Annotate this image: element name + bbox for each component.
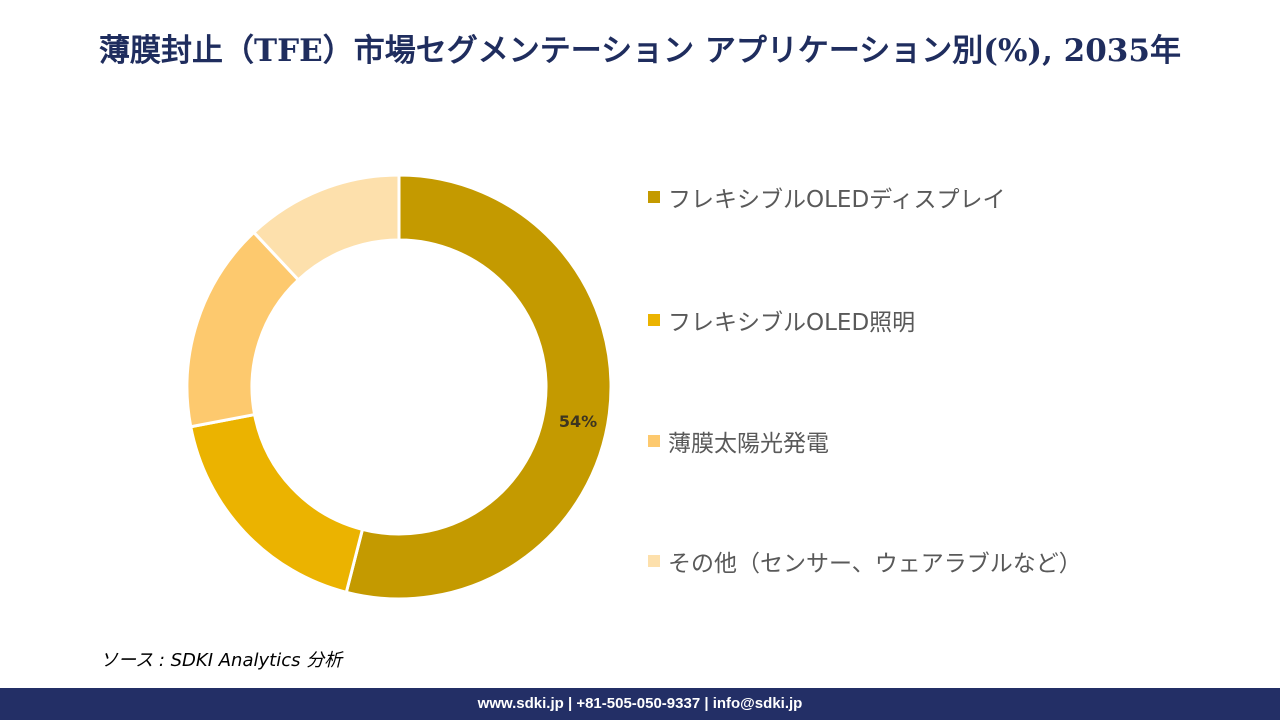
legend-swatch bbox=[648, 314, 660, 326]
legend-label: 薄膜太陽光発電 bbox=[668, 431, 829, 457]
chart-title: 薄膜封止（TFE）市場セグメンテーション アプリケーション別(%), 2035年 bbox=[99, 33, 1181, 69]
donut-chart: 54% bbox=[185, 173, 613, 601]
legend-label: フレキシブルOLEDディスプレイ bbox=[668, 187, 1006, 213]
data-label: 54% bbox=[559, 412, 597, 431]
donut-slice bbox=[251, 173, 401, 282]
legend-item: その他（センサー、ウェアラブルなど） bbox=[648, 544, 1082, 578]
legend-swatch bbox=[648, 435, 660, 447]
donut-slice bbox=[188, 412, 365, 595]
legend-label: フレキシブルOLED照明 bbox=[668, 310, 916, 336]
footer-contact: www.sdki.jp | +81-505-050-9337 | info@sd… bbox=[0, 688, 1280, 720]
donut-slice bbox=[344, 173, 613, 601]
legend-item: フレキシブルOLEDディスプレイ bbox=[648, 180, 1006, 214]
source-note: ソース : SDKI Analytics 分析 bbox=[100, 650, 343, 671]
legend-label: その他（センサー、ウェアラブルなど） bbox=[668, 551, 1082, 577]
legend-item: 薄膜太陽光発電 bbox=[648, 424, 829, 458]
legend-swatch bbox=[648, 555, 660, 567]
legend-item: フレキシブルOLED照明 bbox=[648, 303, 915, 337]
legend-swatch bbox=[648, 191, 660, 203]
